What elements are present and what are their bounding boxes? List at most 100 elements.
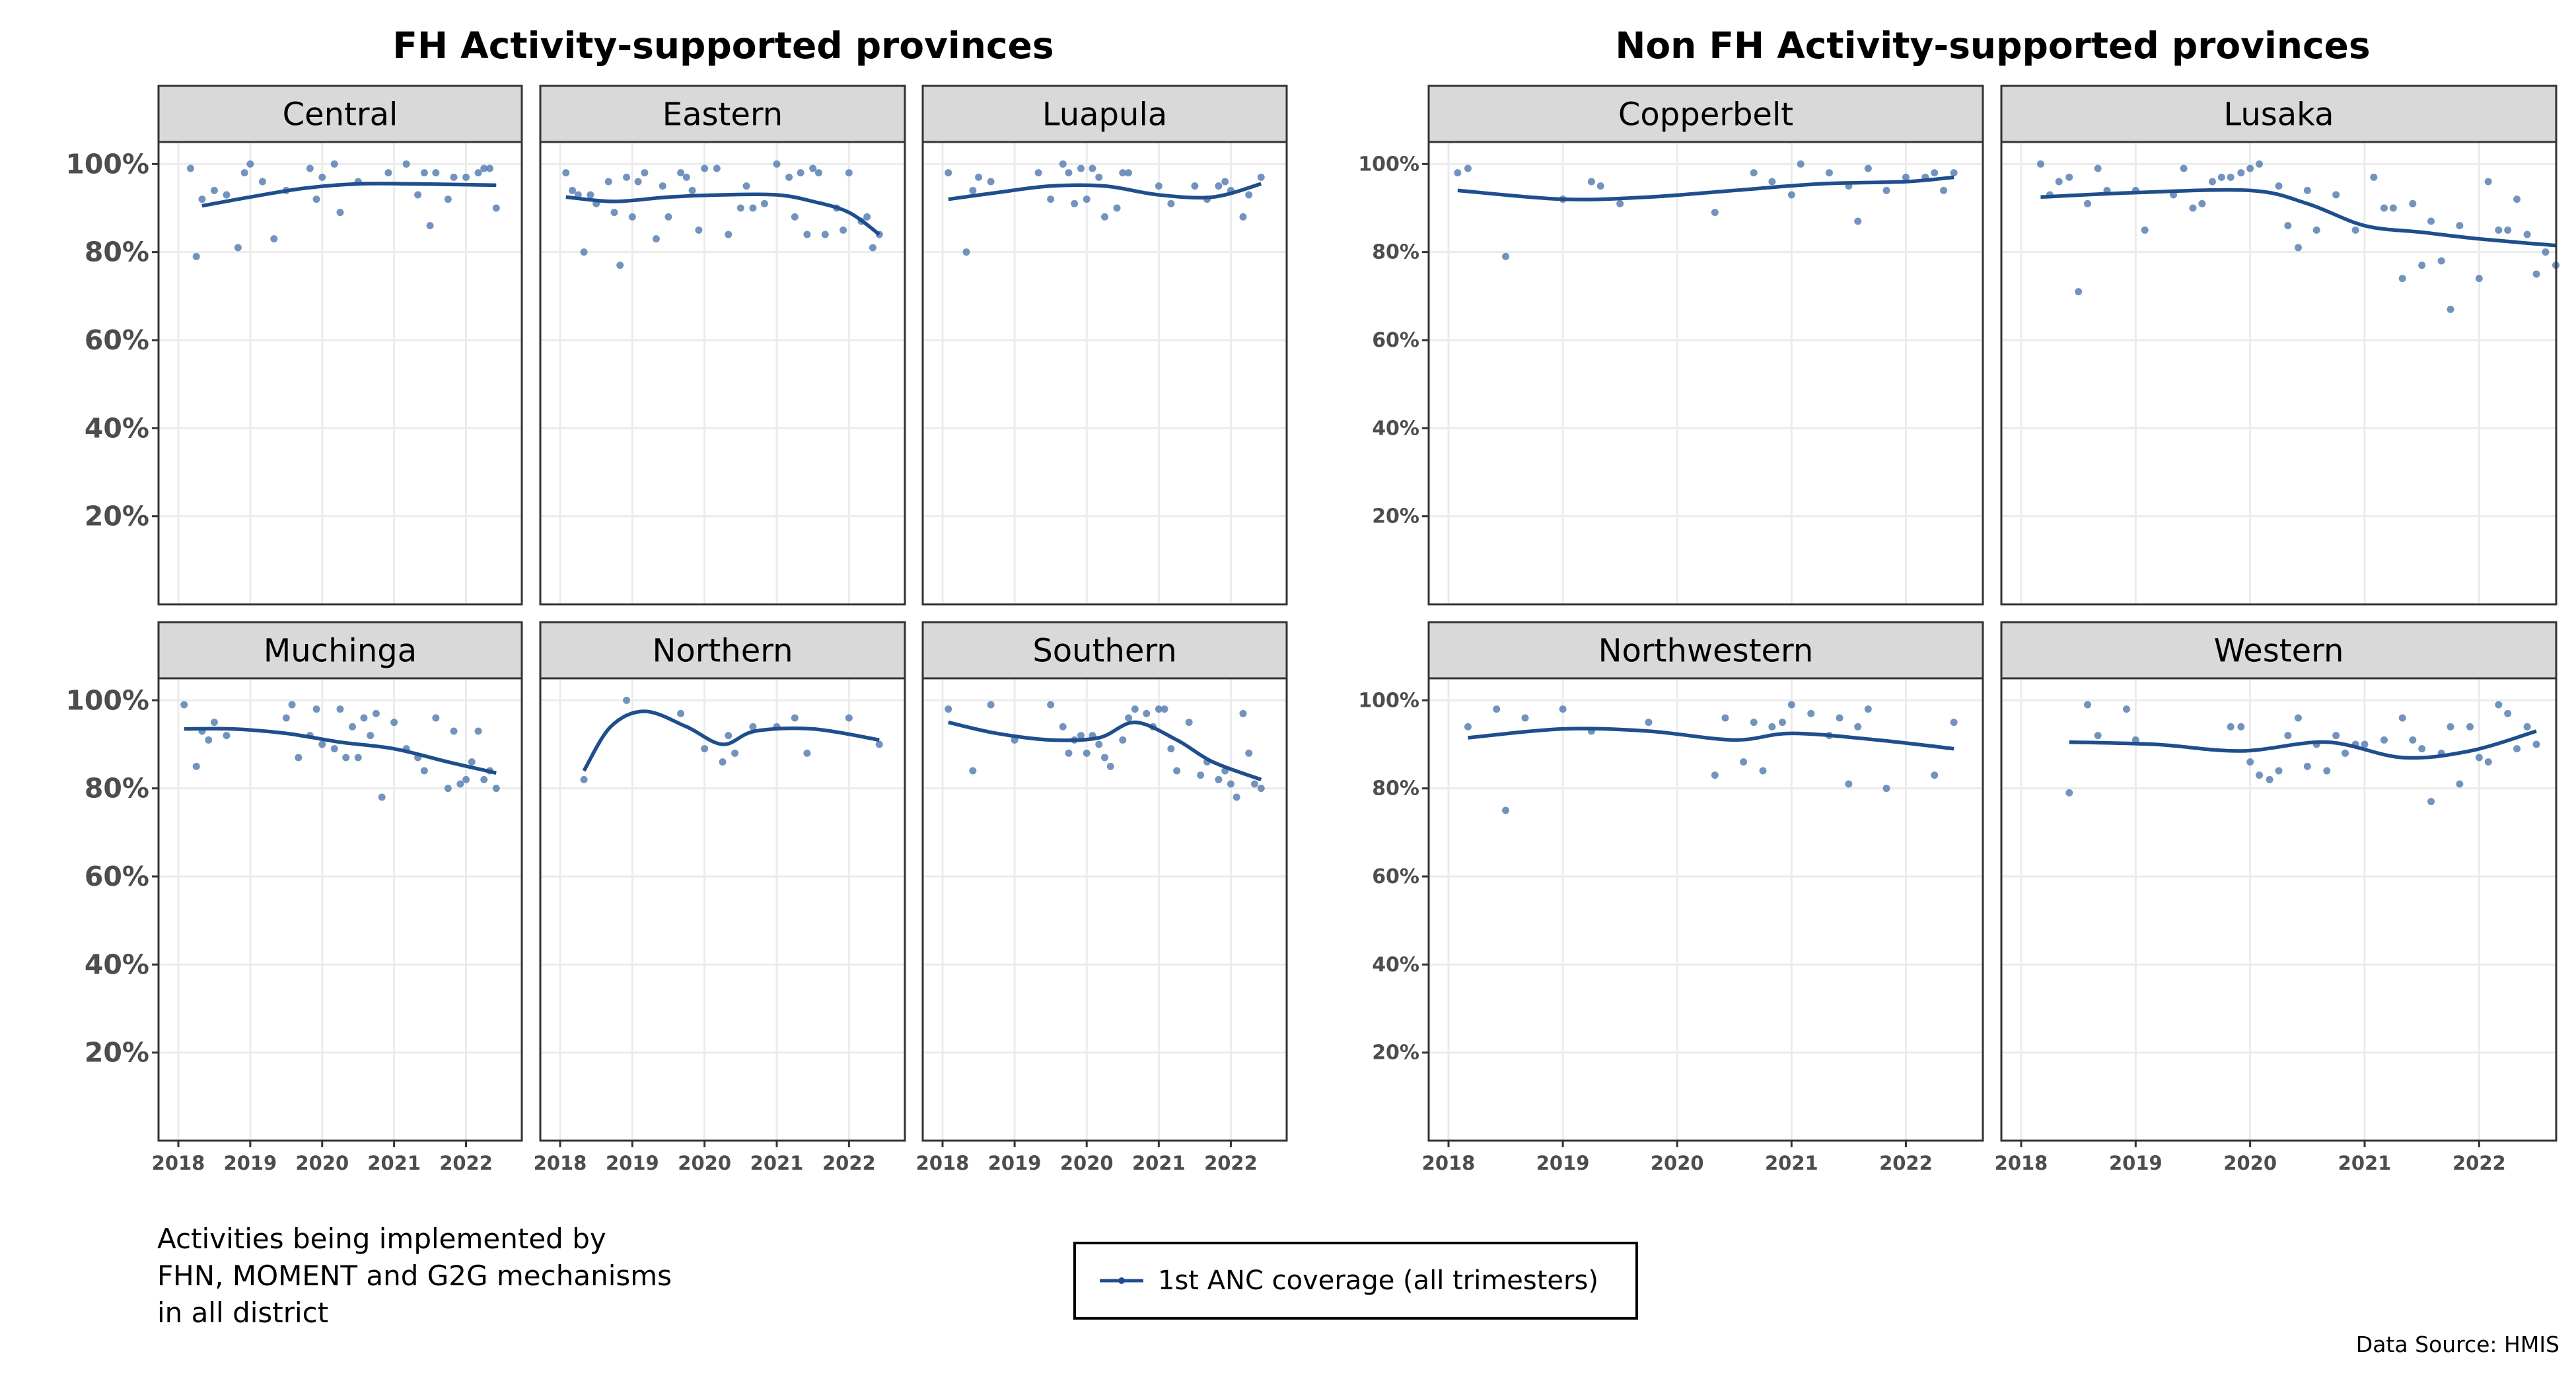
x-tick-label: 2022 (1204, 1152, 1258, 1174)
data-point (962, 248, 970, 256)
data-point (2275, 182, 2283, 190)
right-group-title: Non FH Activity-supported provinces (1615, 24, 2370, 67)
facet-strip (157, 85, 523, 143)
data-point (462, 775, 470, 783)
data-point (1493, 705, 1501, 713)
facet-strip-label: Northern (652, 633, 793, 670)
data-point (2370, 173, 2378, 181)
data-point (641, 169, 649, 177)
data-point (2427, 217, 2435, 225)
x-tick-label: 2018 (916, 1152, 970, 1174)
data-point (814, 169, 822, 177)
data-point (1616, 199, 1624, 207)
data-point (485, 164, 493, 172)
data-point (1257, 785, 1265, 793)
data-point (1077, 732, 1085, 740)
x-tick-label: 2018 (534, 1152, 587, 1174)
data-point (192, 252, 200, 260)
data-point (210, 719, 218, 727)
data-point (701, 164, 709, 172)
data-point (1221, 178, 1229, 186)
data-point (1940, 186, 1948, 194)
data-point (367, 732, 375, 740)
panel-background (1429, 678, 1983, 1141)
legend-label: 1st ANC coverage (all trimesters) (1158, 1265, 1598, 1296)
data-point (628, 213, 636, 221)
data-point (1059, 160, 1067, 168)
data-point (2284, 222, 2292, 230)
x-tick-label: 2020 (1060, 1152, 1114, 1174)
data-point (2398, 275, 2406, 283)
x-tick-label: 2019 (988, 1152, 1042, 1174)
data-point (2484, 178, 2492, 186)
data-point (1131, 705, 1139, 713)
data-point (2361, 740, 2369, 748)
x-tick-label: 2019 (606, 1152, 659, 1174)
facet-strip-label: Western (2214, 633, 2344, 670)
data-point (1113, 204, 1121, 212)
data-point (2303, 762, 2311, 770)
data-point (330, 160, 338, 168)
data-point (1125, 714, 1133, 722)
data-point (2418, 745, 2426, 753)
data-point (845, 714, 853, 722)
data-point (2122, 705, 2130, 713)
panel-background (2001, 678, 2556, 1141)
data-point (432, 714, 440, 722)
data-point (1239, 213, 1247, 221)
panel-border (2000, 677, 2558, 1142)
facet-strip-label: Northwestern (1598, 633, 1814, 670)
data-point (623, 173, 631, 181)
data-point (2456, 222, 2464, 230)
y-tick-label: 40% (1372, 417, 1419, 440)
data-point (2495, 226, 2503, 234)
data-point (2246, 758, 2254, 766)
data-point (444, 785, 452, 793)
panel-background (923, 142, 1287, 604)
facet-panel: Northwestern 20% 40% 60% 80% 100% 2018 2019 2020… (1358, 621, 1984, 1174)
data-point (803, 231, 811, 238)
trend-line (1457, 175, 1954, 201)
data-point (2237, 723, 2245, 730)
panel-background (159, 142, 522, 604)
data-point (2418, 262, 2426, 269)
data-point (2227, 723, 2235, 730)
data-point (426, 222, 434, 230)
data-point (664, 213, 672, 221)
data-point (2198, 199, 2206, 207)
panel-border (1427, 677, 1984, 1142)
y-tick-label: 100% (1358, 689, 1419, 712)
data-point (821, 231, 829, 238)
data-point (2312, 226, 2320, 234)
data-point (623, 696, 631, 704)
x-tick-label: 2018 (152, 1152, 205, 1174)
data-point (2389, 204, 2397, 212)
x-tick-label: 2020 (295, 1152, 349, 1174)
note-line: in all district (157, 1297, 329, 1329)
data-point (295, 754, 303, 762)
data-point (258, 178, 266, 186)
data-point (1864, 164, 1872, 172)
data-point (604, 178, 612, 186)
note-line: FHN, MOMENT and G2G mechanisms (157, 1260, 672, 1292)
data-point (1047, 701, 1055, 709)
data-point (1854, 723, 1862, 730)
data-point (1454, 169, 1462, 177)
data-point (1836, 714, 1843, 722)
y-tick-label: 100% (1358, 153, 1419, 176)
y-tick-label: 80% (85, 773, 149, 804)
y-tick-label: 100% (65, 148, 149, 180)
data-point (223, 191, 231, 199)
data-point (2504, 709, 2512, 717)
data-point (1047, 196, 1055, 203)
data-point (2532, 270, 2540, 278)
y-tick-label: 20% (1372, 505, 1419, 528)
data-point (2065, 789, 2073, 797)
data-point (330, 745, 338, 753)
facet-panel: Muchinga 20% 40% 60% 80% 100% 2018 2019 2020 2021… (65, 621, 523, 1174)
data-point (474, 169, 482, 177)
data-point (1215, 182, 1223, 190)
panel-border (539, 141, 906, 606)
facet-panel: Western 2018 2019 2020 2021 2022 (1995, 621, 2558, 1174)
data-point (587, 191, 594, 199)
